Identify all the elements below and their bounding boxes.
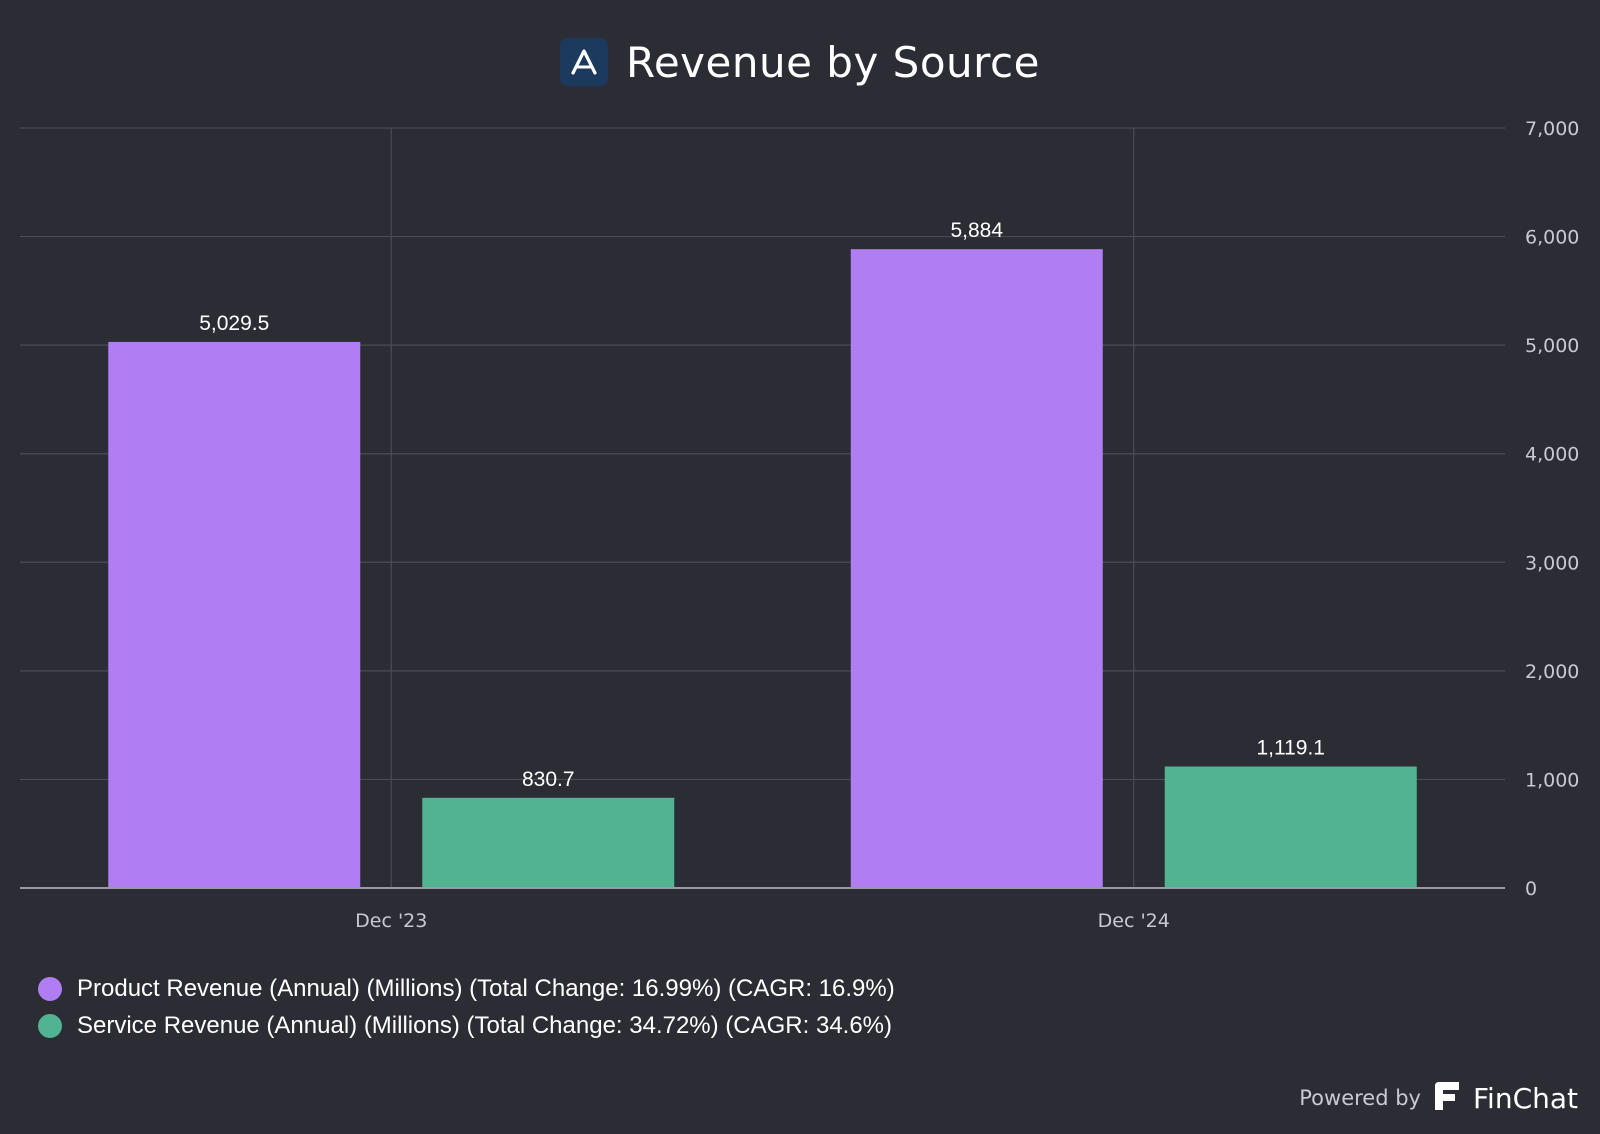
chart-header: Revenue by Source — [0, 36, 1600, 88]
legend-marker-product — [38, 976, 62, 1001]
finchat-logo-icon — [1431, 1080, 1463, 1116]
y-tick-label: 2,000 — [1525, 661, 1579, 683]
legend-item-service-revenue[interactable]: Service Revenue (Annual) (Millions) (Tot… — [38, 1007, 895, 1044]
bar-product-1 — [850, 249, 1103, 888]
y-tick-label: 0 — [1525, 878, 1537, 900]
chart-legend: Product Revenue (Annual) (Millions) (Tot… — [38, 970, 895, 1044]
bar-product-0 — [108, 341, 361, 888]
y-tick-label: 7,000 — [1525, 118, 1579, 140]
y-tick-label: 1,000 — [1525, 769, 1579, 791]
bar-service-0 — [422, 797, 675, 888]
data-label: 5,884 — [950, 219, 1003, 242]
y-tick-label: 5,000 — [1525, 335, 1579, 357]
data-label: 1,119.1 — [1256, 736, 1325, 759]
x-tick-label: Dec '24 — [1098, 910, 1170, 932]
data-label: 830.7 — [522, 768, 575, 791]
chart-title: Revenue by Source — [626, 37, 1040, 87]
y-tick-label: 4,000 — [1525, 444, 1579, 466]
data-label: 5,029.5 — [199, 312, 269, 335]
legend-item-product-revenue[interactable]: Product Revenue (Annual) (Millions) (Tot… — [38, 970, 895, 1007]
powered-by-footer[interactable]: Powered by FinChat — [1299, 1080, 1578, 1116]
powered-by-text: Powered by — [1299, 1086, 1421, 1110]
y-tick-label: 6,000 — [1525, 227, 1579, 249]
legend-label-product: Product Revenue (Annual) (Millions) (Tot… — [77, 974, 895, 1002]
ascending-a-logo-icon — [560, 38, 609, 86]
finchat-brand-name: FinChat — [1472, 1081, 1578, 1115]
legend-marker-service — [38, 1013, 62, 1038]
legend-label-service: Service Revenue (Annual) (Millions) (Tot… — [77, 1011, 893, 1039]
y-tick-label: 3,000 — [1525, 552, 1579, 574]
x-tick-label: Dec '23 — [355, 910, 427, 932]
bar-chart: 0 1,000 2,000 3,000 4,000 5,000 6,000 7,000 5,02… — [20, 118, 1579, 932]
bar-service-1 — [1164, 766, 1417, 888]
